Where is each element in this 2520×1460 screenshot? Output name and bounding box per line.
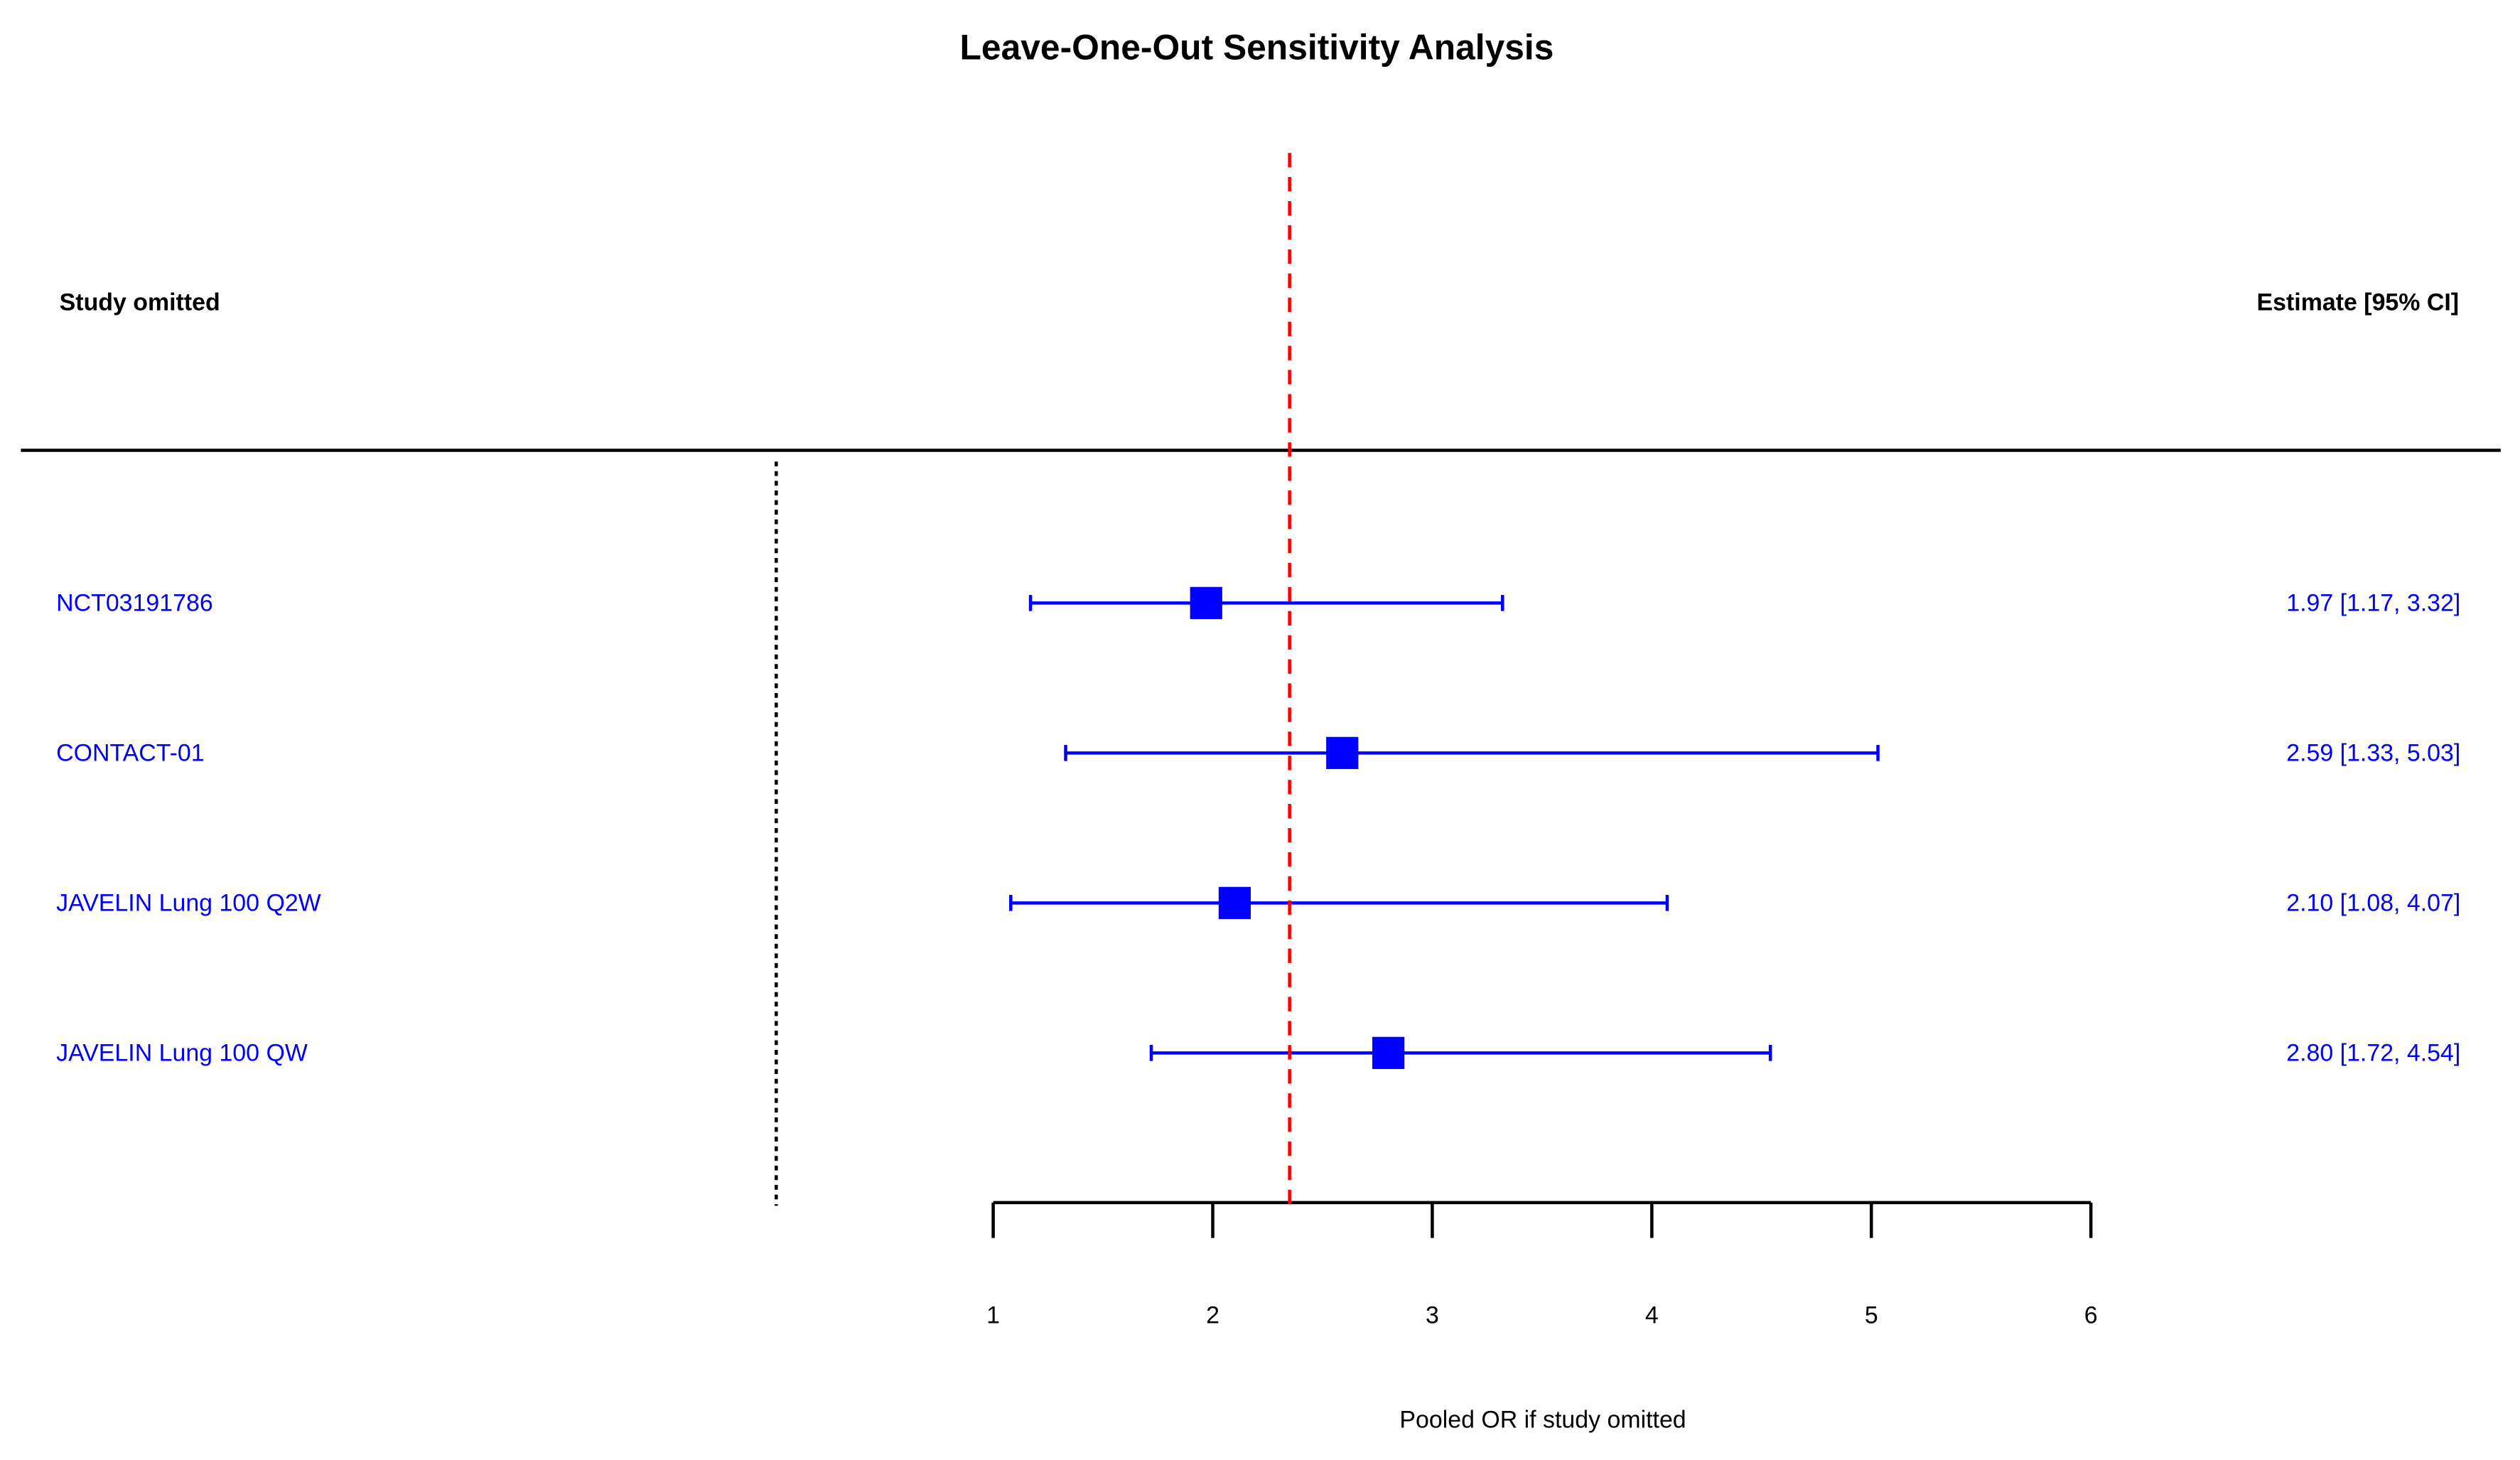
right-header: Estimate [95% CI] [2257,289,2460,316]
x-axis-label: Pooled OR if study omitted [1399,1406,1686,1433]
study-label: JAVELIN Lung 100 QW [56,1040,308,1067]
estimate-label: 2.80 [1.72, 4.54] [2286,1040,2460,1067]
estimate-square [1218,886,1251,919]
study-label: JAVELIN Lung 100 Q2W [56,890,321,917]
x-tick-label: 6 [2084,1301,2098,1329]
study-label: CONTACT-01 [56,740,205,767]
estimate-square [1326,736,1359,769]
x-tick-label: 4 [1645,1301,1659,1329]
estimate-label: 2.10 [1.08, 4.07] [2286,890,2460,917]
estimate-label: 1.97 [1.17, 3.32] [2286,590,2460,617]
estimate-square [1190,586,1222,619]
chart-title: Leave-One-Out Sensitivity Analysis [960,28,1554,68]
x-tick-label: 5 [1865,1301,1878,1329]
estimate-label: 2.59 [1.33, 5.03] [2286,740,2460,767]
x-tick-label: 3 [1426,1301,1439,1329]
study-label: NCT03191786 [56,590,213,617]
estimate-square [1372,1036,1405,1069]
x-tick-label: 1 [986,1301,1000,1329]
x-tick-label: 2 [1206,1301,1219,1329]
left-header: Study omitted [60,289,220,316]
